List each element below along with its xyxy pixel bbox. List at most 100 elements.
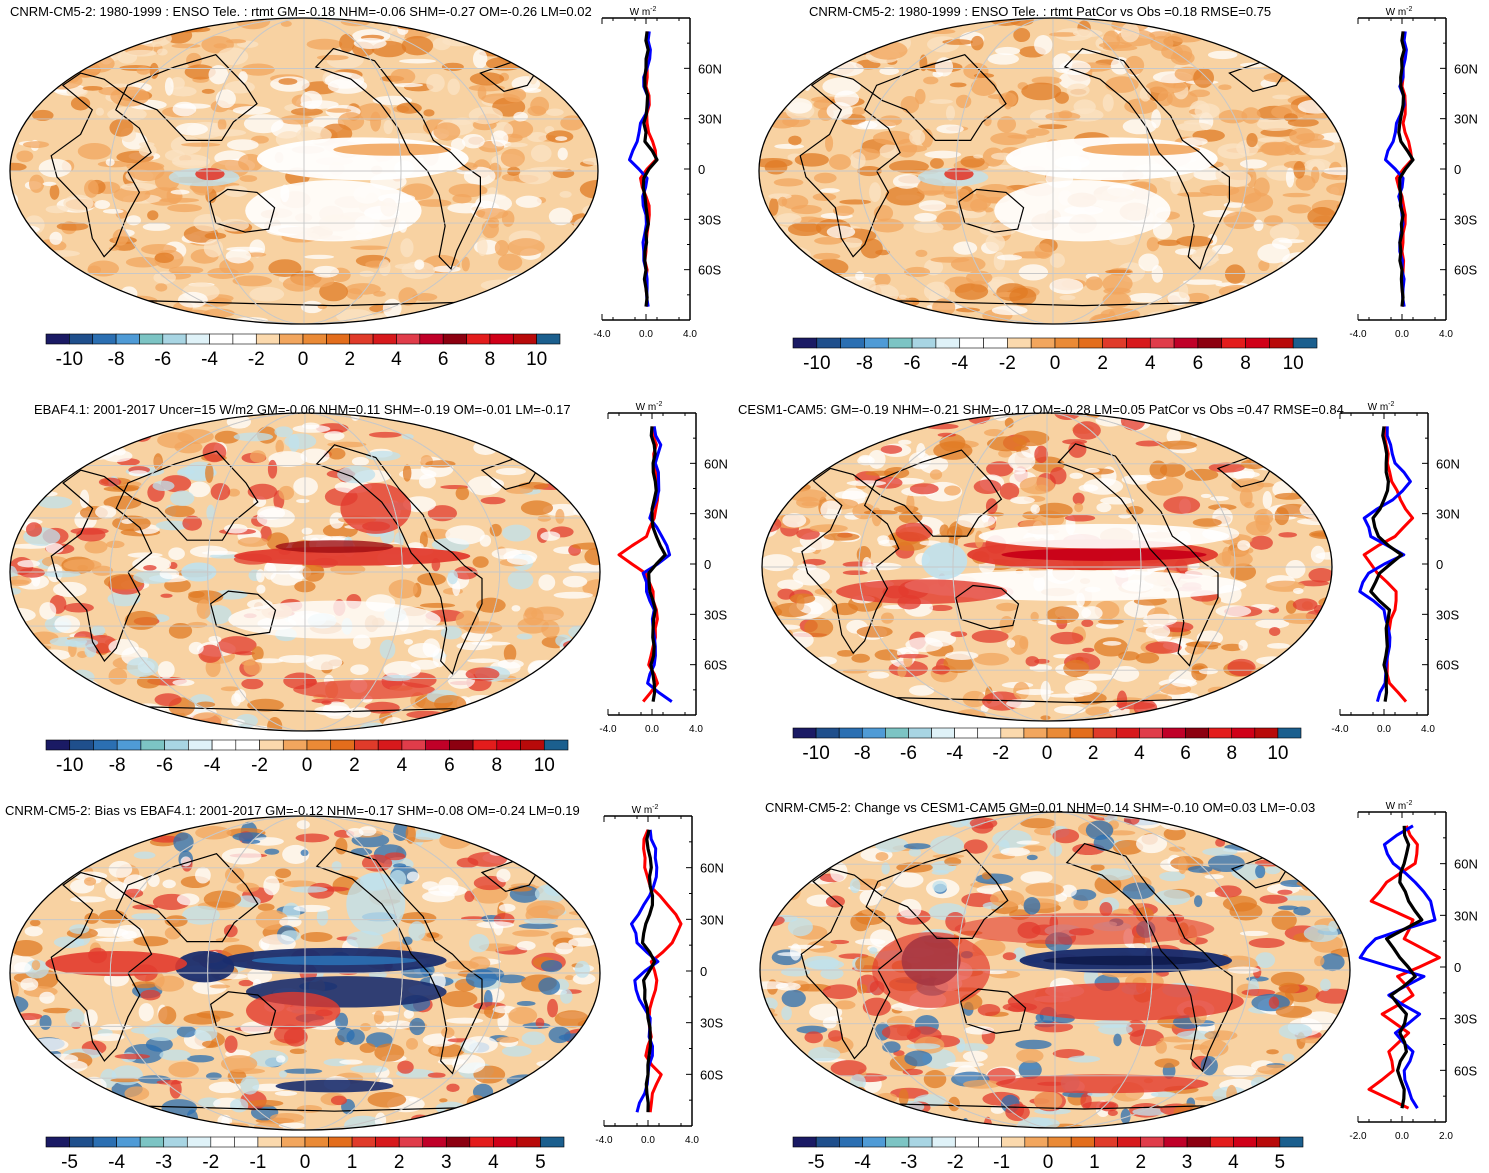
panel-title-p6: CNRM-CM5-2: Change vs CESM1-CAM5 GM=0.01… [765,800,1315,815]
colorbar-swatch [116,739,142,751]
graticule [760,812,1350,1128]
colorbar-swatch [1221,337,1246,349]
colorbar-swatch [377,739,403,751]
colorbar-label: 8 [492,755,503,776]
colorbar-swatch [543,739,569,751]
colorbar-swatch [1277,727,1302,739]
zonal-lat-label: 60N [1454,857,1478,872]
colorbar-label: -8 [854,743,871,764]
colorbar-swatch [140,739,165,751]
colorbar-swatch [162,333,187,345]
zonal-series-blue [1358,824,1437,1109]
colorbar-label: 5 [1275,1152,1286,1173]
colorbar-label: 0 [1050,353,1061,374]
zonal-xtick-label: 2.0 [1439,1131,1453,1142]
colorbar-swatch [425,739,450,751]
colorbar-swatch [512,333,537,345]
colorbar-label: -6 [904,353,921,374]
colorbar-label: 4 [391,349,402,370]
graticule [10,18,598,324]
colorbar-label: 4 [488,1152,499,1173]
colorbar-swatch [1030,337,1056,349]
colorbar-swatch [792,1136,817,1148]
colorbar-label: 0 [1042,743,1053,764]
colorbar-swatch [1102,337,1127,349]
colorbar-label: 2 [394,1152,405,1173]
zonal-lat-label: 60N [1436,456,1460,471]
zonal-lat-label: 60S [1454,1063,1477,1078]
colorbar-label: -10 [56,755,83,776]
zonal-series-blue [1358,426,1412,703]
colorbar-swatch [1163,1136,1188,1148]
colorbar-label: 4 [1134,743,1145,764]
colorbar-label: 4 [1145,353,1156,374]
colorbar-swatch [935,337,961,349]
colorbar-swatch [209,333,234,345]
colorbar-swatch [304,1136,329,1148]
colorbar-label: -8 [108,349,125,370]
zonal-xtick-label: 4.0 [685,1135,699,1146]
colorbar-swatch [466,333,491,345]
colorbar-swatch [401,739,426,751]
graticule [762,413,1332,721]
zonal-lat-label: 60S [704,658,727,673]
colorbar-swatch [1024,1136,1049,1148]
colorbar-label: -1 [993,1152,1010,1173]
colorbar-p1: -10 -8 -6 -4 -2 0 2 4 6 8 10 [45,333,561,370]
zonal-xtick-label: 0.0 [1395,329,1409,340]
equatorial-features [45,872,447,1093]
colorbar-label: 4 [1228,1152,1239,1173]
colorbar-label: 2 [1088,743,1099,764]
graticule [10,413,600,731]
colorbar-swatch [862,1136,887,1148]
panel-title-p5: CNRM-CM5-2: Bias vs EBAF4.1: 2001-2017 G… [5,803,580,818]
colorbar-swatch [911,337,937,349]
zonal-units-label: W m-2 [1386,800,1413,812]
colorbar-p3: -10 -8 -6 -4 -2 0 2 4 6 8 10 [45,739,569,776]
colorbar-swatch [840,337,865,349]
colorbar-swatch [1046,727,1071,739]
zonal-lat-label: 30S [698,212,721,227]
colorbar-label: 2 [349,755,360,776]
colorbar-swatch [1070,1136,1095,1148]
colorbar-swatch [449,739,474,751]
map-border [761,412,1333,722]
colorbar-label: 8 [485,349,496,370]
zonal-mean-plot-p3: W m-2 -4.0 0.0 4.0 60N 30N 0 30S 60S [599,401,727,735]
colorbar-swatch [1007,337,1032,349]
colorbar-swatch [1292,337,1318,349]
colorbar-swatch [255,333,280,345]
colorbar-swatch [259,739,284,751]
colorbar-swatch [354,739,379,751]
colorbar-swatch [472,739,498,751]
colorbar-label: -6 [156,755,173,776]
colorbar-swatch [279,333,304,345]
colorbar-swatch [1208,727,1233,739]
zonal-lat-label: 30N [704,507,728,522]
colorbar-swatch [139,333,164,345]
zonal-xtick-label: -4.0 [599,724,617,735]
colorbar-swatch [1139,727,1163,739]
colorbar-swatch [1186,1136,1211,1148]
colorbar-p5: -5 -4 -3 -2 -1 0 1 2 3 4 5 [45,1136,565,1173]
colorbar-label: -2 [999,353,1016,374]
zonal-xtick-label: 0.0 [645,724,659,735]
colorbar-swatch [1117,1136,1142,1148]
map-p4 [761,412,1333,722]
colorbar-swatch [69,333,94,345]
zonal-lat-label: 30N [1436,507,1460,522]
colorbar-swatch [954,1136,979,1148]
zonal-lat-label: 60S [1436,658,1459,673]
colorbar-swatch [1162,727,1186,739]
colorbar-swatch [540,1136,565,1148]
colorbar-label: -10 [802,743,829,764]
zonal-xtick-label: 0.0 [1377,724,1391,735]
colorbar-label: -4 [951,353,968,374]
colorbar-swatch [45,1136,70,1148]
zonal-series-black [1397,31,1415,307]
colorbar-label: -1 [249,1152,266,1173]
zonal-lat-label: 30N [1454,112,1478,127]
colorbar-swatch [69,1136,94,1148]
colorbar-swatch [839,1136,863,1148]
